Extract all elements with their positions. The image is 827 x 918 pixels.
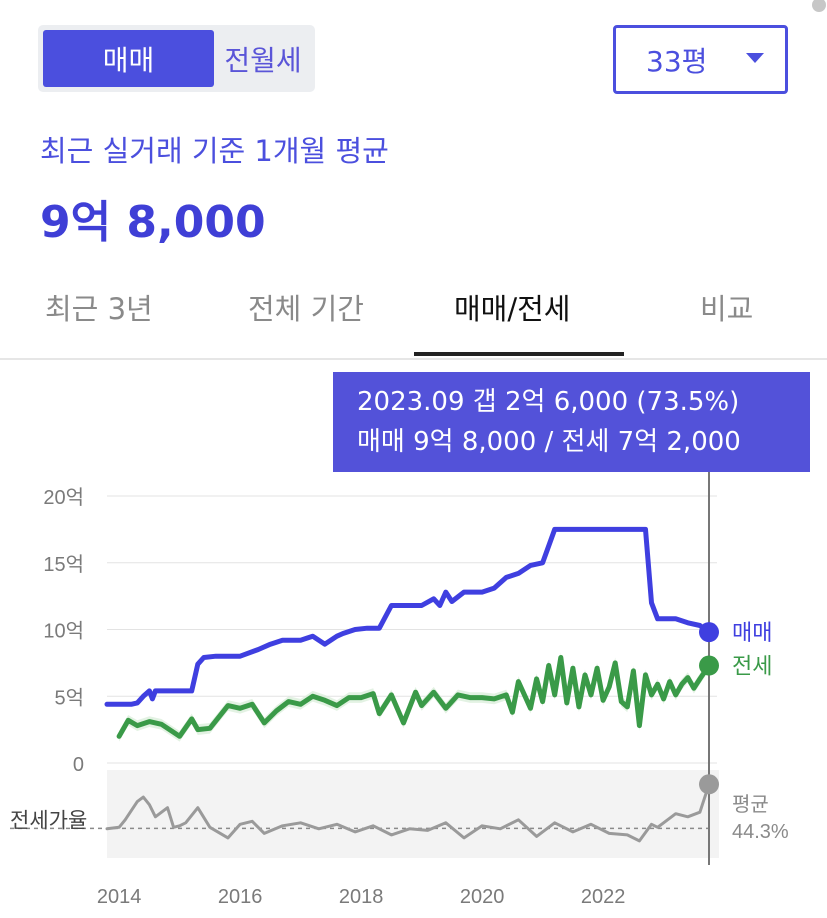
average-price: 9억 8,000 <box>40 197 266 248</box>
x-tick-label: 2018 <box>339 886 384 908</box>
ratio-panel-label: 전세가율 <box>10 809 87 832</box>
price-subtitle: 최근 실거래 기준 1개월 평균 <box>40 134 389 168</box>
sale-series-label: 매매 <box>732 620 772 645</box>
y-tick-label: 5억 <box>54 686 84 709</box>
size-select[interactable]: 33평 <box>613 25 788 94</box>
x-tick-label: 2020 <box>460 886 505 908</box>
tabs-divider <box>0 358 827 360</box>
ratio-average-label: 평균 <box>732 793 769 816</box>
sale-end-marker <box>699 622 719 643</box>
y-tick-label: 15억 <box>43 553 84 576</box>
sale-toggle-button[interactable]: 매매 <box>43 30 214 87</box>
tab-compare[interactable]: 비교 <box>700 292 754 326</box>
y-tick-label: 0 <box>73 754 84 776</box>
caret-down-icon <box>746 53 764 63</box>
x-tick-label: 2016 <box>218 886 263 908</box>
tooltip-gap-line: 2023.09 갭 2억 6,000 (73.5%) <box>357 387 740 417</box>
size-select-value: 33평 <box>646 44 708 78</box>
x-tick-label: 2022 <box>581 886 626 908</box>
ratio-panel-background <box>107 770 719 858</box>
tab-all-period[interactable]: 전체 기간 <box>248 292 364 326</box>
y-tick-label: 10억 <box>43 620 84 643</box>
jeonse-series-label: 전세 <box>732 654 772 679</box>
price-chart[interactable]: 0 5억 10억 15억 20억 2014 2016 2018 2020 2022 전세가율 매매전세… <box>0 470 827 918</box>
ratio-end-marker <box>699 774 719 795</box>
tab-recent-3-years[interactable]: 최근 3년 <box>45 292 153 326</box>
jeonse-end-marker <box>699 655 719 676</box>
sale-series-line <box>104 526 712 707</box>
deal-type-toggle: 매매 전월세 <box>38 25 315 92</box>
scroll-indicator <box>812 0 826 12</box>
jeonse-series-line <box>116 655 712 739</box>
tab-sale-jeonse[interactable]: 매매/전세 <box>454 292 571 326</box>
tooltip-price-line: 매매 9억 8,000 / 전세 7억 2,000 <box>357 427 741 457</box>
rent-toggle-button[interactable]: 전월세 <box>224 43 302 77</box>
x-tick-label: 2014 <box>97 886 142 908</box>
chart-tooltip: 2023.09 갭 2억 6,000 (73.5%) 매매 9억 8,000 /… <box>333 372 810 472</box>
active-tab-indicator <box>414 352 624 356</box>
ratio-average-value: 44.3% <box>732 821 789 843</box>
ratio-series-line <box>105 782 711 843</box>
period-tabs: 최근 3년 전체 기간 매매/전세 비교 <box>0 270 827 360</box>
y-tick-label: 20억 <box>43 486 84 509</box>
